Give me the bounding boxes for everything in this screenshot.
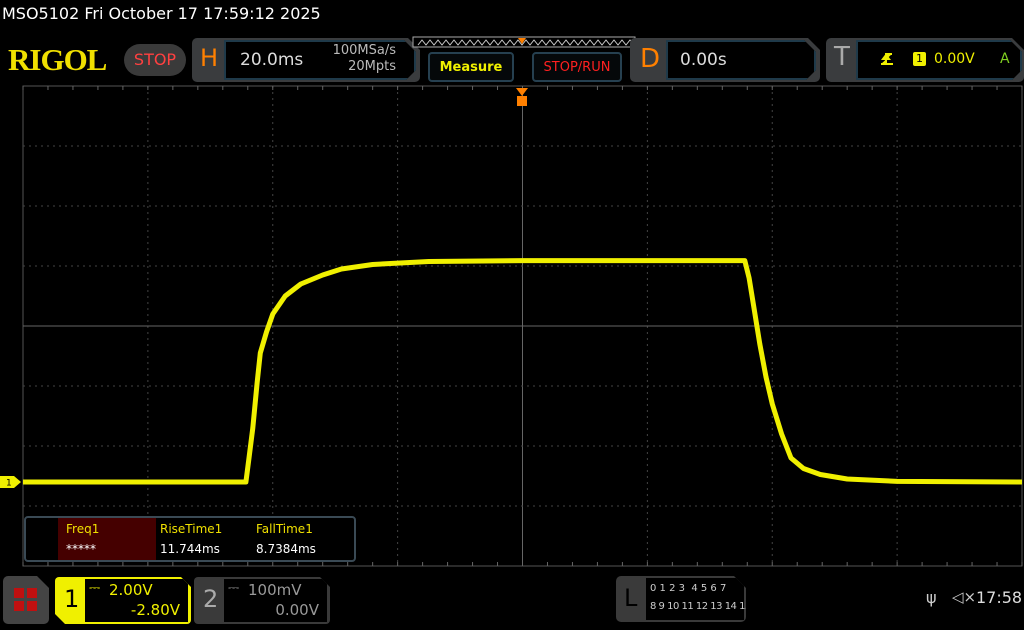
measurement-label: RiseTime1: [160, 522, 223, 536]
logic-channels-8-15: 8 9 10 11 12 13 14 15: [650, 601, 751, 612]
channel-number: 2: [203, 585, 219, 613]
trigger-letter: T: [834, 42, 850, 72]
channel-offset: 0.00V: [275, 601, 319, 619]
channel-scale: 2.00V: [109, 581, 153, 599]
menu-button[interactable]: [3, 576, 49, 624]
trigger-source-badge: 1: [913, 52, 926, 66]
measurement-risetime1[interactable]: RiseTime1 11.744ms: [158, 518, 252, 560]
trigger-position-marker: [518, 38, 526, 44]
trigger-time-marker[interactable]: [516, 88, 528, 96]
graticule: [22, 85, 1023, 567]
measurement-label: FallTime1: [256, 522, 313, 536]
channel-number: 1: [64, 585, 80, 613]
rigol-logo: RIGOL: [8, 42, 107, 77]
measurement-freq1[interactable]: Freq1 *****: [58, 518, 156, 560]
trigger-panel[interactable]: T 1 0.00V A: [826, 38, 1024, 82]
memory-depth: 20Mpts: [348, 59, 396, 74]
speaker-muted-icon[interactable]: ◁×: [952, 588, 977, 606]
svg-text:1: 1: [6, 479, 12, 489]
channel-1-trace: [22, 258, 1023, 485]
channel-2-button[interactable]: 2 ⎓ 100mV 0.00V: [194, 577, 330, 624]
measurement-value: 8.7384ms: [256, 542, 316, 556]
logic-letter: L: [624, 584, 638, 612]
delay-value: 0.00s: [680, 50, 727, 70]
horizontal-readout: 20.0ms 100MSa/s 20Mpts: [224, 40, 416, 80]
delay-letter: D: [640, 44, 661, 74]
measure-button[interactable]: Measure: [428, 52, 514, 82]
channel-offset: -2.80V: [130, 601, 180, 619]
channel-scale: 100mV: [248, 581, 302, 599]
trigger-level: 0.00V: [934, 51, 975, 67]
memory-position-bar[interactable]: [412, 36, 636, 50]
channel-1-ground-marker[interactable]: 1: [0, 476, 21, 489]
measurement-falltime1[interactable]: FallTime1 8.7384ms: [254, 518, 348, 560]
trigger-position-tag: [517, 96, 527, 106]
waveform-display[interactable]: 1: [0, 84, 1024, 570]
dc-coupling-icon: ⎓: [228, 580, 240, 596]
delay-readout: 0.00s: [666, 40, 816, 80]
rising-edge-icon: [880, 52, 894, 68]
logic-channels-0-7: 0 1 2 3 4 5 6 7: [650, 583, 727, 594]
measurement-value: *****: [66, 542, 96, 556]
sample-rate: 100MSa/s: [332, 43, 396, 58]
status-clock: 17:58: [976, 588, 1023, 607]
grid-menu-icon: [14, 588, 38, 612]
run-state-badge[interactable]: STOP: [124, 44, 186, 76]
usb-icon: ψ: [926, 588, 937, 607]
logic-analyzer-button[interactable]: L 0 1 2 3 4 5 6 7 8 9 10 11 12 13 14 15: [616, 576, 746, 622]
delay-panel[interactable]: D 0.00s: [630, 38, 820, 82]
trigger-readout: 1 0.00V A: [856, 40, 1022, 80]
measurement-panel: Freq1 ***** RiseTime1 11.744ms FallTime1…: [24, 516, 356, 562]
horizontal-letter: H: [200, 44, 219, 72]
waveform-series-1: [23, 258, 1023, 485]
timebase: 20.0ms: [240, 50, 304, 70]
channel-1-button[interactable]: 1 ⎓ 2.00V -2.80V: [55, 577, 191, 624]
horizontal-panel[interactable]: H 20.0ms 100MSa/s 20Mpts: [192, 38, 420, 82]
stop-run-button[interactable]: STOP/RUN: [532, 52, 622, 82]
measurement-label: Freq1: [66, 522, 100, 536]
window-title: MSO5102 Fri October 17 17:59:12 2025: [2, 4, 321, 23]
trigger-mode: A: [1000, 51, 1010, 67]
dc-coupling-icon: ⎓: [89, 580, 101, 596]
measurement-value: 11.744ms: [160, 542, 220, 556]
